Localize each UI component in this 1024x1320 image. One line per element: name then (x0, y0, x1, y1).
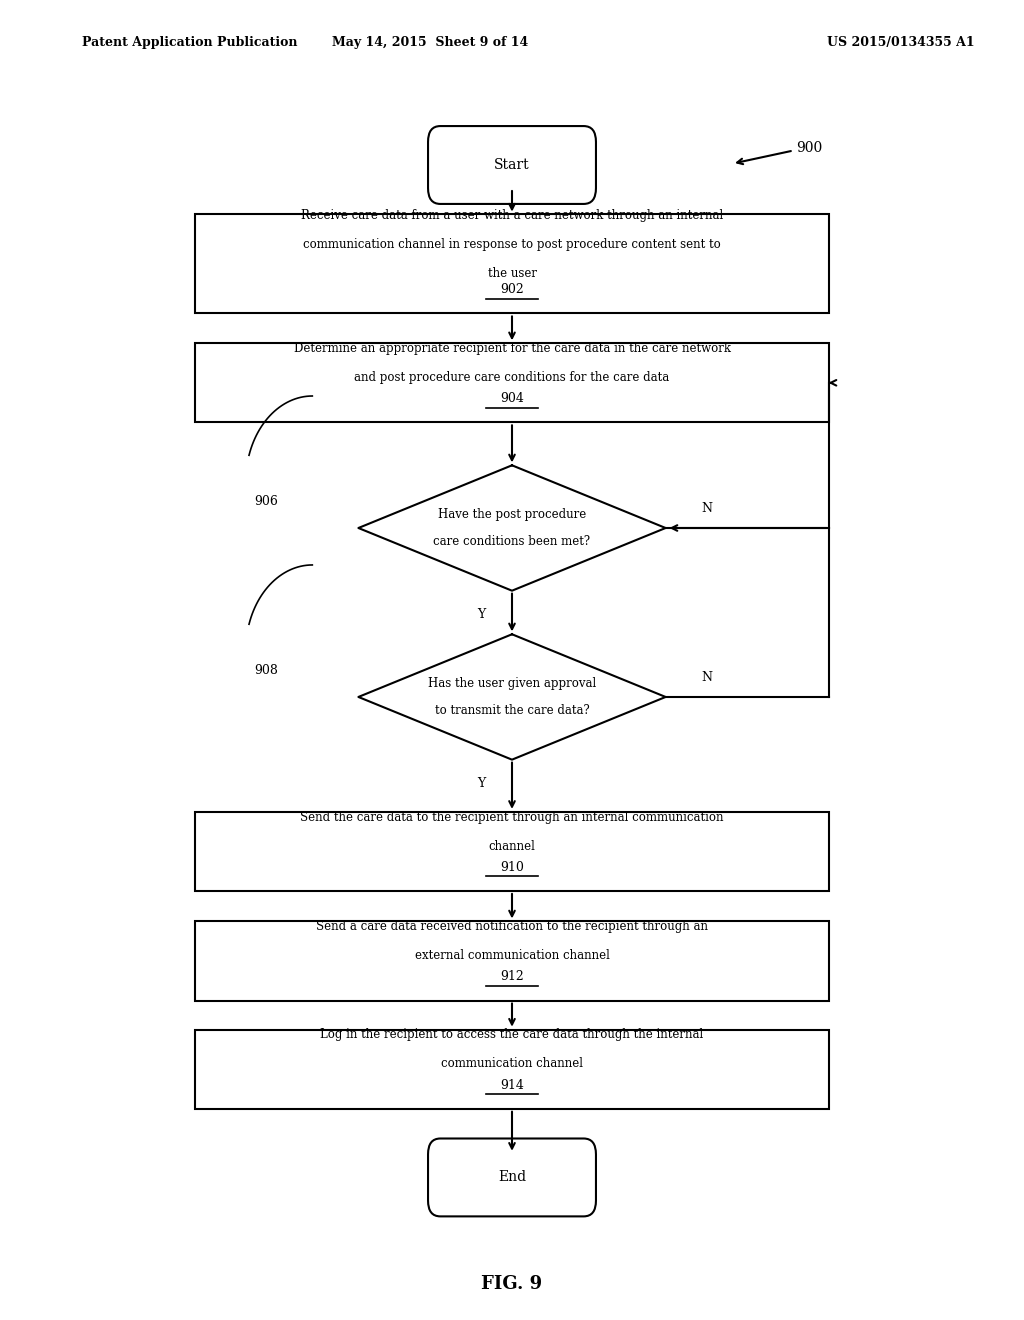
Text: Start: Start (495, 158, 529, 172)
Text: to transmit the care data?: to transmit the care data? (434, 704, 590, 717)
Text: Determine an appropriate recipient for the care data in the care network: Determine an appropriate recipient for t… (294, 342, 730, 355)
Text: external communication channel: external communication channel (415, 949, 609, 962)
Text: May 14, 2015  Sheet 9 of 14: May 14, 2015 Sheet 9 of 14 (332, 36, 528, 49)
Bar (195, 812, 829, 891)
Polygon shape (358, 635, 666, 759)
Text: communication channel: communication channel (441, 1057, 583, 1071)
Text: 906: 906 (254, 495, 279, 508)
Text: Y: Y (477, 609, 485, 620)
FancyBboxPatch shape (428, 1138, 596, 1217)
Text: Have the post procedure: Have the post procedure (438, 508, 586, 521)
Text: N: N (701, 671, 712, 684)
Text: 910: 910 (500, 861, 524, 874)
Bar (195, 1030, 829, 1109)
Text: and post procedure care conditions for the care data: and post procedure care conditions for t… (354, 371, 670, 384)
Text: Send a care data received notification to the recipient through an: Send a care data received notification t… (316, 920, 708, 933)
Text: Log in the recipient to access the care data through the internal: Log in the recipient to access the care … (321, 1028, 703, 1041)
Text: 902: 902 (500, 284, 524, 296)
Text: US 2015/0134355 A1: US 2015/0134355 A1 (827, 36, 975, 49)
Text: FIG. 9: FIG. 9 (481, 1275, 543, 1294)
Text: Receive care data from a user with a care network through an internal: Receive care data from a user with a car… (301, 209, 723, 222)
Bar (195, 921, 829, 1001)
Text: 908: 908 (254, 664, 279, 677)
Text: channel: channel (488, 840, 536, 853)
Text: Patent Application Publication: Patent Application Publication (82, 36, 297, 49)
Text: the user: the user (487, 267, 537, 280)
Bar (195, 343, 829, 422)
Text: 912: 912 (500, 970, 524, 983)
Text: Y: Y (477, 777, 485, 789)
Text: Has the user given approval: Has the user given approval (428, 677, 596, 690)
Bar (195, 214, 829, 313)
Text: 904: 904 (500, 392, 524, 405)
Text: care conditions been met?: care conditions been met? (433, 535, 591, 548)
Polygon shape (358, 466, 666, 591)
Text: End: End (498, 1171, 526, 1184)
Text: N: N (701, 502, 712, 515)
Text: 914: 914 (500, 1078, 524, 1092)
Text: communication channel in response to post procedure content sent to: communication channel in response to pos… (303, 238, 721, 251)
FancyBboxPatch shape (428, 125, 596, 205)
Text: 900: 900 (796, 141, 822, 154)
Text: Send the care data to the recipient through an internal communication: Send the care data to the recipient thro… (300, 810, 724, 824)
